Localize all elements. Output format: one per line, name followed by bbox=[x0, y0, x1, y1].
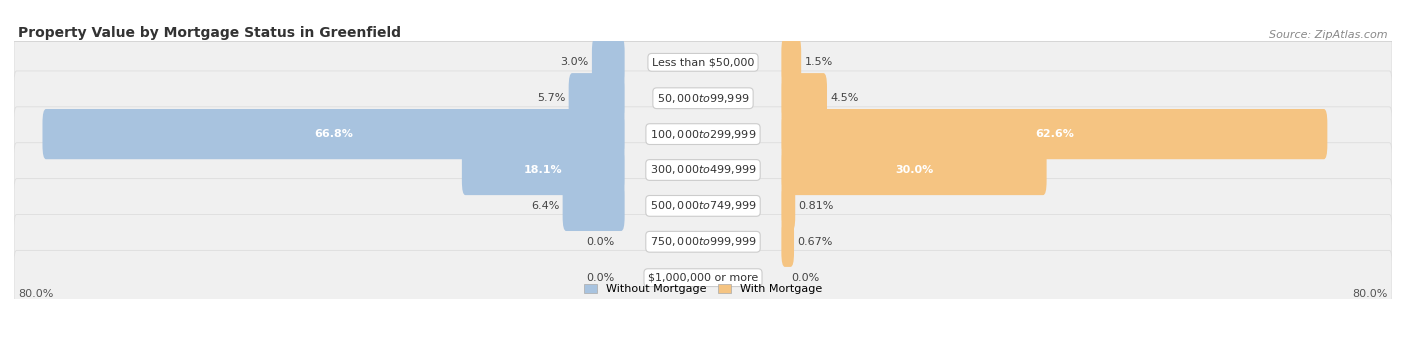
Text: 0.0%: 0.0% bbox=[586, 273, 614, 283]
FancyBboxPatch shape bbox=[14, 250, 1392, 305]
FancyBboxPatch shape bbox=[782, 217, 794, 267]
Text: 30.0%: 30.0% bbox=[894, 165, 934, 175]
Text: 0.67%: 0.67% bbox=[797, 237, 832, 247]
Text: $100,000 to $299,999: $100,000 to $299,999 bbox=[650, 128, 756, 141]
Text: 80.0%: 80.0% bbox=[1353, 289, 1388, 299]
FancyBboxPatch shape bbox=[568, 73, 624, 123]
Text: 0.0%: 0.0% bbox=[586, 237, 614, 247]
Text: 0.81%: 0.81% bbox=[799, 201, 834, 211]
FancyBboxPatch shape bbox=[562, 181, 624, 231]
Legend: Without Mortgage, With Mortgage: Without Mortgage, With Mortgage bbox=[579, 279, 827, 299]
Text: 3.0%: 3.0% bbox=[560, 57, 589, 67]
Text: 4.5%: 4.5% bbox=[831, 93, 859, 103]
Text: $750,000 to $999,999: $750,000 to $999,999 bbox=[650, 235, 756, 248]
FancyBboxPatch shape bbox=[782, 145, 1046, 195]
FancyBboxPatch shape bbox=[461, 145, 624, 195]
Text: 5.7%: 5.7% bbox=[537, 93, 565, 103]
Text: $500,000 to $749,999: $500,000 to $749,999 bbox=[650, 199, 756, 212]
Text: 80.0%: 80.0% bbox=[18, 289, 53, 299]
FancyBboxPatch shape bbox=[782, 181, 796, 231]
FancyBboxPatch shape bbox=[14, 178, 1392, 233]
FancyBboxPatch shape bbox=[14, 143, 1392, 197]
Text: 1.5%: 1.5% bbox=[804, 57, 832, 67]
Text: Less than $50,000: Less than $50,000 bbox=[652, 57, 754, 67]
FancyBboxPatch shape bbox=[14, 35, 1392, 90]
Text: Property Value by Mortgage Status in Greenfield: Property Value by Mortgage Status in Gre… bbox=[18, 26, 401, 40]
Text: 62.6%: 62.6% bbox=[1035, 129, 1074, 139]
FancyBboxPatch shape bbox=[782, 109, 1327, 159]
Text: $50,000 to $99,999: $50,000 to $99,999 bbox=[657, 92, 749, 105]
FancyBboxPatch shape bbox=[14, 215, 1392, 269]
Text: 6.4%: 6.4% bbox=[531, 201, 560, 211]
FancyBboxPatch shape bbox=[42, 109, 624, 159]
FancyBboxPatch shape bbox=[592, 37, 624, 87]
FancyBboxPatch shape bbox=[14, 71, 1392, 125]
Text: $1,000,000 or more: $1,000,000 or more bbox=[648, 273, 758, 283]
Text: $300,000 to $499,999: $300,000 to $499,999 bbox=[650, 164, 756, 176]
Text: Source: ZipAtlas.com: Source: ZipAtlas.com bbox=[1270, 30, 1388, 40]
FancyBboxPatch shape bbox=[782, 73, 827, 123]
Text: 66.8%: 66.8% bbox=[314, 129, 353, 139]
Text: 18.1%: 18.1% bbox=[524, 165, 562, 175]
FancyBboxPatch shape bbox=[782, 37, 801, 87]
FancyBboxPatch shape bbox=[14, 107, 1392, 162]
Text: 0.0%: 0.0% bbox=[792, 273, 820, 283]
